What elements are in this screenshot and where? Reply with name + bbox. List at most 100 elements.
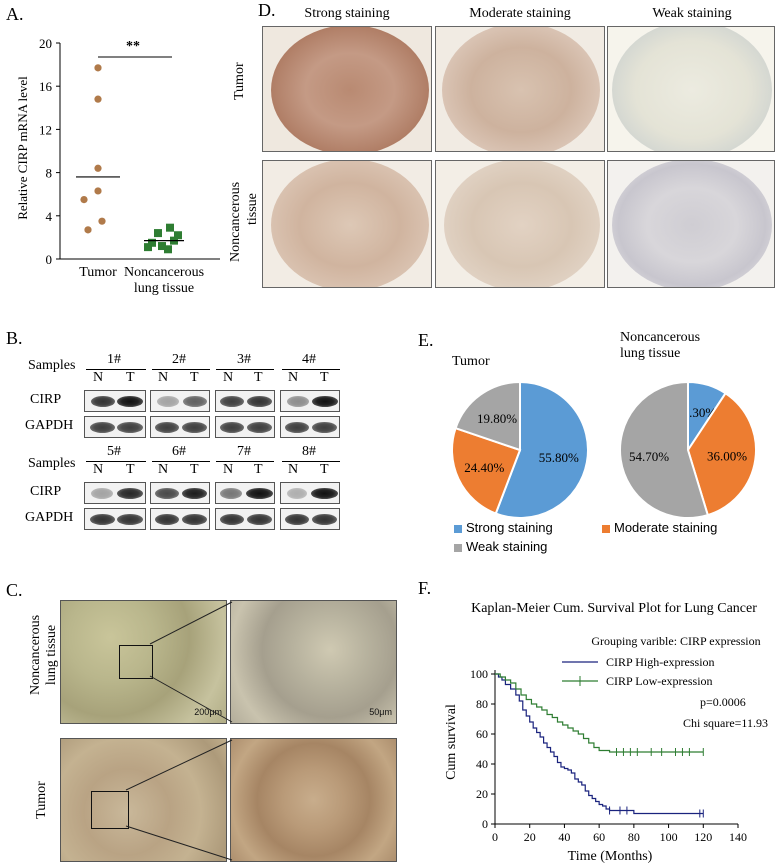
pie-value-label: 54.70% bbox=[629, 449, 669, 464]
panel-a-sig-label: ** bbox=[126, 39, 140, 54]
panel-label-e: E. bbox=[418, 330, 434, 350]
panel-b-gapdh-bottom: GAPDH bbox=[25, 510, 74, 525]
panel-a-ytick-label: 12 bbox=[39, 122, 52, 137]
ihc-tumor-moderate bbox=[435, 26, 605, 152]
nt-2n: N bbox=[158, 370, 169, 385]
nt-6t: T bbox=[190, 462, 199, 477]
km-grouping: Grouping varible: CIRP expression bbox=[591, 634, 760, 648]
sample-3-underline bbox=[216, 369, 274, 370]
blot-cirp-7 bbox=[215, 482, 275, 504]
km-xtick-label: 140 bbox=[729, 830, 747, 844]
pie-slice-strong-staining bbox=[494, 380, 589, 519]
km-legend-low: CIRP Low-expression bbox=[606, 674, 713, 688]
panel-a-chart: Relative CIRP mRNA level 0 4 8 12 16 20 ** Tu… bbox=[15, 36, 220, 296]
panel-a-point-tumor bbox=[94, 64, 102, 72]
nt-4t: T bbox=[320, 370, 329, 385]
nt-8t: T bbox=[320, 462, 329, 477]
pie-value-label: 19.80% bbox=[477, 411, 517, 426]
nt-7t: T bbox=[254, 462, 263, 477]
sample-4-underline bbox=[282, 369, 340, 370]
panel-label-a: A. bbox=[6, 4, 24, 24]
panel-d-col-weak: Weak staining bbox=[652, 6, 732, 21]
km-pvalue: p=0.0006 bbox=[700, 695, 746, 709]
panel-a-point-tumor bbox=[80, 196, 88, 204]
nt-1t: T bbox=[126, 370, 135, 385]
sample-6-underline bbox=[152, 461, 210, 462]
km-legend-high: CIRP High-expression bbox=[606, 655, 715, 669]
sample-5-label: 5# bbox=[107, 444, 121, 459]
blot-cirp-5 bbox=[84, 482, 146, 504]
pie-value-label: 9.30% bbox=[683, 405, 717, 420]
blot-gapdh-8 bbox=[280, 508, 340, 530]
nt-4n: N bbox=[288, 370, 299, 385]
km-ytick-label: 100 bbox=[470, 667, 488, 681]
pie-slice-weak-staining bbox=[618, 380, 710, 519]
km-ytick-label: 20 bbox=[476, 787, 488, 801]
blot-gapdh-1 bbox=[84, 416, 146, 438]
blot-cirp-4 bbox=[280, 390, 340, 412]
panel-label-f: F. bbox=[418, 578, 432, 598]
ihc-tumor-weak bbox=[607, 26, 775, 152]
nt-2t: T bbox=[190, 370, 199, 385]
sample-5-underline bbox=[86, 461, 146, 462]
nt-5t: T bbox=[126, 462, 135, 477]
panel-a-ytick-label: 20 bbox=[39, 36, 52, 51]
km-xtick-label: 40 bbox=[558, 830, 570, 844]
ihc-normal-weak bbox=[607, 160, 775, 288]
panel-a-point-normal bbox=[158, 242, 166, 251]
sample-7-label: 7# bbox=[237, 444, 251, 459]
panel-a-ytick-label: 4 bbox=[46, 209, 53, 224]
ihc-normal-moderate bbox=[435, 160, 605, 288]
micro-tumor-low bbox=[60, 738, 227, 862]
legend-weak-label: Weak staining bbox=[466, 539, 548, 554]
micro-normal-zoom-box bbox=[119, 645, 153, 679]
micro-tumor-zoom-box bbox=[91, 791, 129, 829]
nt-3n: N bbox=[223, 370, 234, 385]
sample-4-label: 4# bbox=[302, 352, 316, 367]
pie-tumor: 55.80% 24.40% 19.80% bbox=[451, 380, 589, 519]
nt-5n: N bbox=[93, 462, 104, 477]
km-ytick-label: 0 bbox=[482, 817, 488, 831]
blot-cirp-2 bbox=[150, 390, 210, 412]
panel-f-chart: Kaplan-Meier Cum. Survival Plot for Lung… bbox=[444, 601, 768, 864]
panel-a-point-normal bbox=[154, 229, 162, 238]
sample-8-label: 8# bbox=[302, 444, 316, 459]
legend-strong-swatch bbox=[454, 525, 462, 533]
panel-a-point-tumor bbox=[84, 226, 92, 234]
micro-normal-scale-label-hi: 50μm bbox=[369, 707, 392, 717]
panel-d-col-moderate: Moderate staining bbox=[469, 6, 571, 21]
km-ytick-label: 40 bbox=[476, 757, 488, 771]
panel-e-normal-title-2: lung tissue bbox=[620, 346, 681, 361]
panel-c-zoom-lines bbox=[125, 601, 233, 861]
sample-2-underline bbox=[152, 369, 210, 370]
blot-cirp-8 bbox=[280, 482, 340, 504]
nt-6n: N bbox=[158, 462, 169, 477]
panel-a-point-normal bbox=[148, 238, 156, 247]
panel-a-point-tumor bbox=[94, 95, 102, 103]
legend-moderate-swatch bbox=[602, 525, 610, 533]
micro-normal-high: 50μm bbox=[230, 600, 397, 724]
panel-label-b: B. bbox=[6, 328, 23, 348]
panel-a-point-tumor bbox=[94, 187, 102, 195]
km-xtick-label: 20 bbox=[524, 830, 536, 844]
nt-3t: T bbox=[254, 370, 263, 385]
km-xlabel: Time (Months) bbox=[568, 849, 653, 864]
panel-a-point-tumor bbox=[94, 164, 102, 172]
blot-cirp-1 bbox=[84, 390, 146, 412]
pie-slice-moderate-staining bbox=[451, 426, 522, 515]
panel-e-legend: Strong staining Moderate staining Weak s… bbox=[450, 520, 770, 564]
panel-e-tumor-title: Tumor bbox=[452, 354, 490, 369]
blot-cirp-3 bbox=[215, 390, 275, 412]
sample-6-label: 6# bbox=[172, 444, 186, 459]
km-xtick-label: 80 bbox=[628, 830, 640, 844]
panel-b-samples-top: Samples bbox=[28, 358, 76, 373]
panel-a-xcat-tumor: Tumor bbox=[79, 265, 117, 280]
panel-b-samples-bottom: Samples bbox=[28, 456, 76, 471]
panel-a-point-normal bbox=[174, 231, 182, 240]
nt-7n: N bbox=[223, 462, 234, 477]
panel-b-cirp-bottom: CIRP bbox=[30, 484, 62, 499]
panel-a-points bbox=[76, 64, 184, 254]
km-chi: Chi square=11.93 bbox=[683, 716, 768, 730]
pie-value-label: 36.00% bbox=[707, 449, 747, 464]
panel-d-col-strong: Strong staining bbox=[304, 6, 390, 21]
